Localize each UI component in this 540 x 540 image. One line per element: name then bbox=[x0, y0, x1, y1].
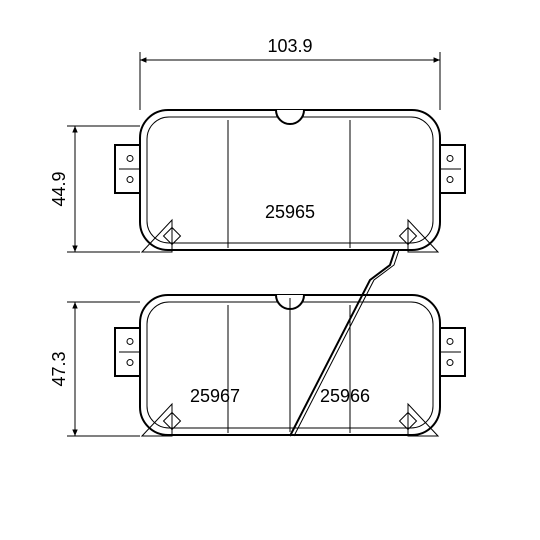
part-number-label: 25965 bbox=[265, 202, 315, 222]
dimension-height: 47.3 bbox=[49, 351, 69, 386]
dimension-width: 103.9 bbox=[267, 36, 312, 56]
dimension-height: 44.9 bbox=[49, 171, 69, 206]
technical-drawing: 103.9 44.9 47.3 25965 25967 25966 bbox=[0, 0, 540, 540]
part-number-label: 25966 bbox=[320, 386, 370, 406]
drawing-svg: 103.9 44.9 47.3 25965 25967 25966 bbox=[0, 0, 540, 540]
part-number-label: 25967 bbox=[190, 386, 240, 406]
